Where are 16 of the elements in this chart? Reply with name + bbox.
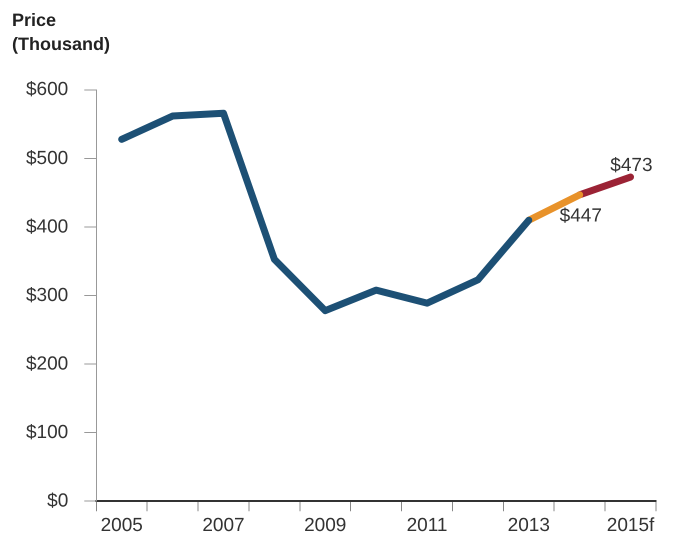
x-tick-label: 2007	[202, 514, 245, 536]
y-tick-label: $300	[26, 284, 68, 306]
y-tick-label: $400	[26, 216, 68, 238]
y-tick-label: $200	[26, 353, 68, 374]
y-tick-label: $100	[26, 422, 68, 443]
y-tick-label: $0	[47, 490, 68, 512]
x-tick-label: 2011	[406, 514, 448, 536]
y-axis-title: Price (Thousand)	[12, 9, 110, 56]
x-tick-label: 2005	[100, 514, 143, 536]
y-tick-label: $600	[26, 79, 68, 100]
y-tick-label: $500	[26, 148, 68, 169]
x-tick-label: 2015f	[606, 514, 656, 536]
x-tick-label: 2009	[304, 514, 346, 536]
data-label: $473	[610, 154, 653, 176]
x-tick-label: 2013	[508, 514, 550, 536]
data-label: $447	[560, 206, 602, 227]
